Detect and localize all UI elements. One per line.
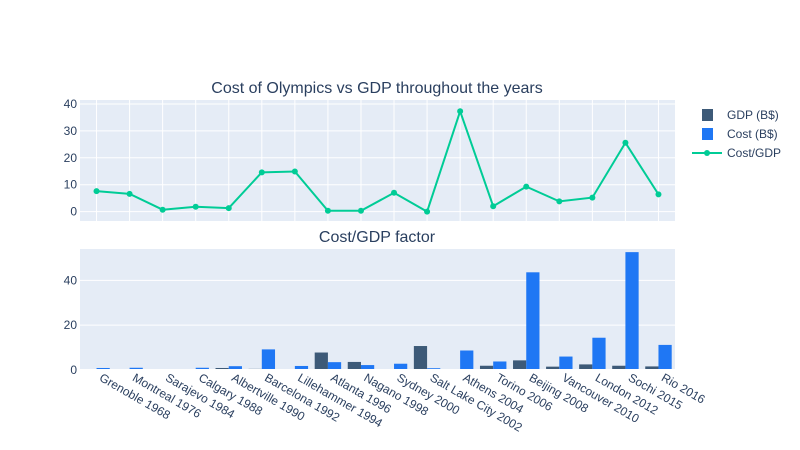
cost-bar [228, 366, 242, 370]
cost-gdp-point [523, 183, 530, 190]
cost-gdp-line [96, 108, 660, 214]
bottom-y-tick-label: 40 [64, 273, 78, 287]
gdp-bar [546, 366, 560, 370]
top-y-tick-label: 40 [64, 97, 78, 111]
top-y-tick-label: 0 [70, 205, 77, 219]
cost-bar [559, 356, 573, 370]
cost-bar [625, 252, 639, 370]
cost-bar [261, 349, 276, 370]
cost-gdp-point [291, 168, 298, 175]
gdp-bar [347, 361, 361, 370]
cost-bar [96, 367, 110, 370]
cost-gdp-point [93, 188, 100, 195]
cost-gdp-point [424, 208, 431, 215]
bottom-plot-background [80, 249, 675, 370]
cost-gdp-point [258, 169, 265, 176]
gdp-bar [645, 366, 659, 370]
cost-bar [195, 367, 209, 370]
cost-gdp-point [159, 206, 166, 213]
legend-gdp-label: GDP (B$) [727, 108, 779, 122]
cost-gdp-point [490, 203, 497, 210]
cost-gdp-point [357, 207, 364, 214]
legend-cost-gdp-label: Cost/GDP [727, 146, 781, 160]
cost-gdp-point [457, 108, 464, 115]
top-y-tick-label: 20 [64, 151, 78, 165]
gdp-bar [579, 364, 593, 370]
top-y-tick-label: 10 [64, 178, 78, 192]
cost-bar [327, 362, 342, 370]
cost-gdp-point [556, 198, 563, 205]
cost-bar [526, 272, 540, 370]
cost-gdp-point [622, 139, 629, 146]
bottom-y-tick-label: 20 [64, 318, 78, 332]
gdp-bar [479, 365, 494, 370]
cost-gdp-point [589, 194, 596, 201]
cost-bar [460, 350, 474, 370]
cost-gdp-point [126, 190, 133, 197]
cost-bar [129, 367, 143, 370]
gdp-bar [215, 367, 229, 370]
legend-gdp-swatch [702, 109, 713, 121]
cost-bar [294, 365, 309, 370]
gdp-bar [413, 346, 428, 370]
cost-gdp-point [391, 189, 398, 196]
bottom-chart-title: Cost/GDP factor [319, 229, 436, 246]
cost-gdp-point [192, 203, 199, 210]
cost-gdp-point [324, 207, 331, 214]
cost-bar [658, 344, 672, 370]
cost-gdp-point [655, 191, 662, 198]
legend-cost-label: Cost (B$) [727, 127, 778, 141]
cost-bar [360, 365, 375, 370]
cost-bar [493, 361, 507, 370]
bottom-y-tick-label: 0 [70, 363, 77, 377]
legend-cost-gdp-marker [704, 150, 710, 156]
gdp-bar [513, 360, 527, 370]
cost-gdp-point [225, 205, 232, 212]
top-panel: 0 10 20 30 40 [64, 97, 675, 221]
top-chart-title: Cost of Olympics vs GDP throughout the y… [211, 80, 542, 97]
legend: GDP (B$) Cost (B$) Cost/GDP [692, 108, 781, 160]
cost-bar [592, 337, 606, 370]
cost-bar [394, 363, 408, 370]
top-y-tick-label: 30 [64, 124, 78, 138]
gdp-bar [314, 352, 328, 370]
gdp-bar [612, 365, 626, 370]
legend-cost-swatch [702, 128, 713, 140]
